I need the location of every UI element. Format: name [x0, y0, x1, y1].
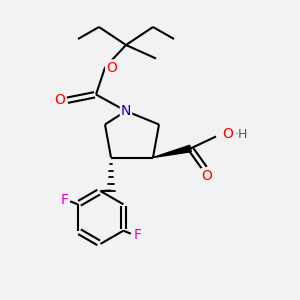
Text: N: N — [121, 104, 131, 118]
Text: F: F — [60, 193, 68, 207]
Text: F: F — [134, 228, 142, 242]
Text: O: O — [106, 61, 117, 74]
Text: O: O — [223, 127, 233, 141]
Text: O: O — [54, 94, 65, 107]
Text: ·H: ·H — [235, 128, 248, 141]
Polygon shape — [153, 145, 191, 158]
Text: O: O — [202, 169, 212, 183]
